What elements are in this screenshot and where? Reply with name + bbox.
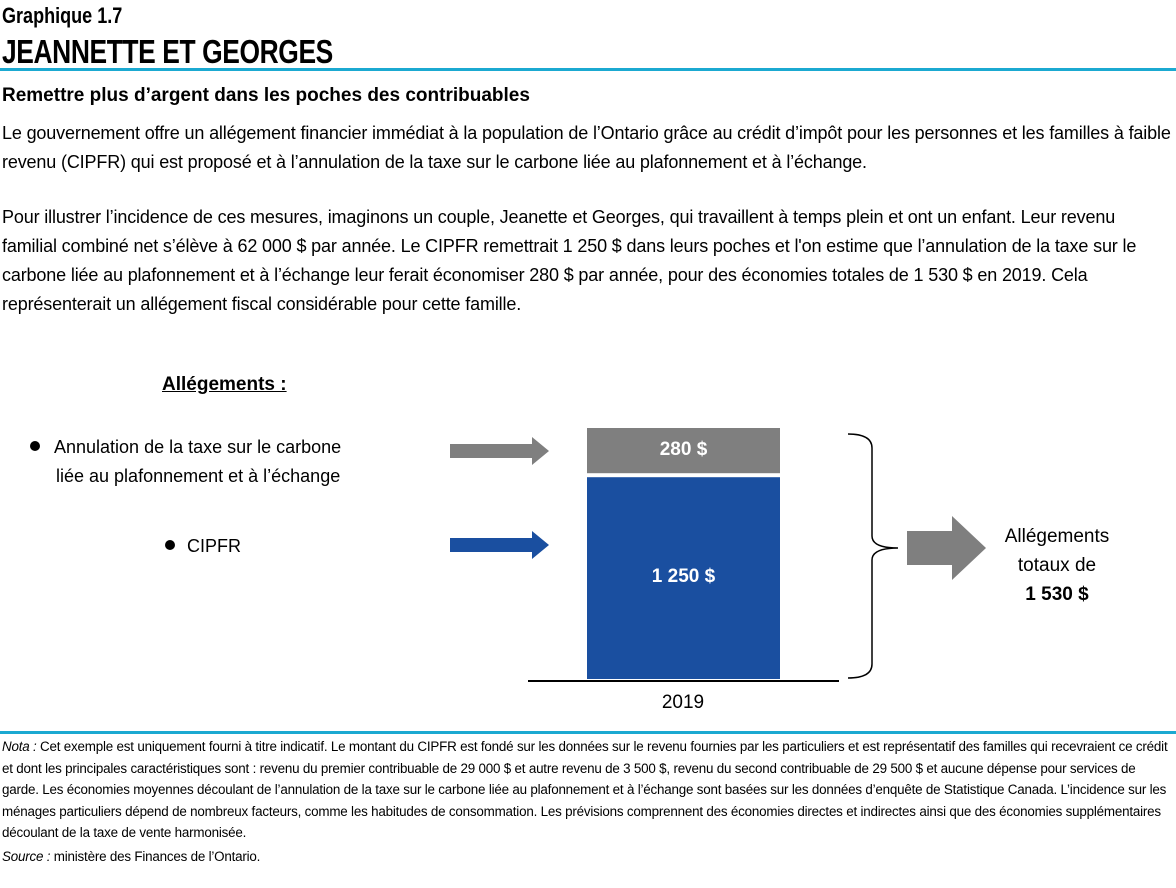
total-line1: Allégements xyxy=(1004,526,1110,547)
blue-arrow-icon xyxy=(450,531,549,559)
total-label: Allégements totaux de 1 530 $ xyxy=(980,522,1134,609)
legend-item-cipfr: CIPFR xyxy=(165,532,241,561)
total-value: 1 530 $ xyxy=(1025,584,1089,605)
x-tick-label: 2019 xyxy=(661,692,705,713)
legend-item-carbon: Annulation de la taxe sur le carbone lié… xyxy=(30,433,341,491)
bar-label-cipfr: 1 250 $ xyxy=(651,566,716,588)
bullet-icon xyxy=(165,540,175,550)
note-label: Nota : xyxy=(2,739,37,754)
bar-segment-carbon xyxy=(587,428,780,474)
legend-label: Annulation de la taxe sur le carbone xyxy=(54,437,342,457)
source-label: Source : xyxy=(2,849,51,864)
legend-label-line2: liée au plafonnement et à l’échange xyxy=(56,466,341,486)
example-paragraph: Pour illustrer l’incidence de ces mesure… xyxy=(2,207,1137,314)
intro-paragraph: Le gouvernement offre un allégement fina… xyxy=(2,123,1171,172)
legend-heading: Allégements : xyxy=(162,374,287,395)
source-text: ministère des Finances de l’Ontario. xyxy=(50,849,261,864)
legend-label: CIPFR xyxy=(187,536,241,556)
footer-divider xyxy=(0,731,1176,734)
page-title: JEANNETTE ET GEORGES xyxy=(2,33,333,70)
footnote: Nota : Cet exemple est uniquement fourni… xyxy=(2,736,1174,844)
bullet-icon xyxy=(30,441,40,451)
chart-number: Graphique 1.7 xyxy=(2,3,123,28)
brace-icon xyxy=(847,433,899,679)
total-arrow-icon xyxy=(907,516,986,580)
bar-label-carbon: 280 $ xyxy=(659,438,708,460)
subtitle: Remettre plus d’argent dans les poches d… xyxy=(2,85,530,106)
title-divider xyxy=(0,68,1176,71)
note-text: Cet exemple est uniquement fourni à titr… xyxy=(2,739,1168,840)
gray-arrow-icon xyxy=(450,437,549,465)
bar-segment-cipfr xyxy=(587,477,780,679)
source: Source : ministère des Finances de l’Ont… xyxy=(2,846,1174,868)
total-line2: totaux de xyxy=(1017,555,1097,576)
